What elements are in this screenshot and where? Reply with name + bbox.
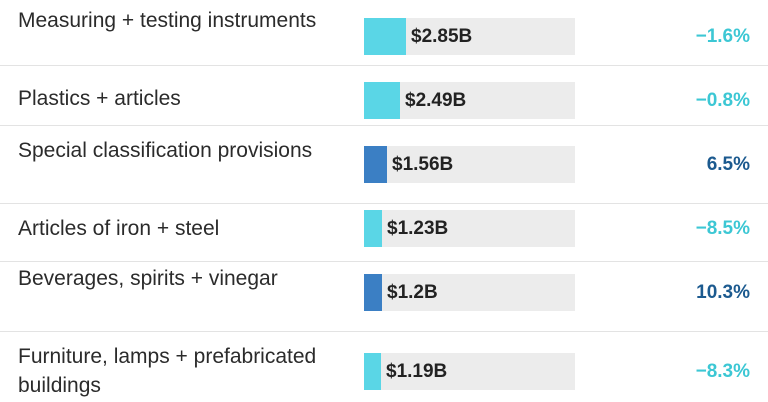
bar bbox=[364, 210, 382, 247]
bar-value-label: $1.2B bbox=[387, 274, 438, 311]
bar-value-label: $1.19B bbox=[386, 353, 447, 390]
category-label: Plastics + articles bbox=[18, 84, 348, 113]
bar-track: $1.56B bbox=[364, 146, 575, 183]
table-row: Furniture, lamps + prefabricated buildin… bbox=[0, 332, 768, 402]
change-percent: −8.5% bbox=[696, 214, 750, 243]
bar bbox=[364, 274, 382, 311]
category-label: Articles of iron + steel bbox=[18, 214, 348, 243]
change-percent: −8.3% bbox=[696, 357, 750, 386]
change-percent: 10.3% bbox=[696, 278, 750, 307]
bar bbox=[364, 18, 406, 55]
change-percent: −0.8% bbox=[696, 86, 750, 115]
table-row: Plastics + articles $2.49B −0.8% bbox=[0, 66, 768, 126]
change-percent: −1.6% bbox=[696, 22, 750, 51]
table-row: Measuring + testing instruments $2.85B −1.… bbox=[0, 0, 768, 66]
change-percent: 6.5% bbox=[707, 150, 750, 179]
bar-track: $2.49B bbox=[364, 82, 575, 119]
bar-track: $1.19B bbox=[364, 353, 575, 390]
bar bbox=[364, 146, 387, 183]
bar-track: $1.23B bbox=[364, 210, 575, 247]
category-label: Beverages, spirits + vinegar bbox=[18, 264, 348, 293]
table-row: Beverages, spirits + vinegar $1.2B 10.3% bbox=[0, 262, 768, 332]
bar-value-label: $2.49B bbox=[405, 82, 466, 119]
bar-value-label: $1.23B bbox=[387, 210, 448, 247]
bar bbox=[364, 82, 400, 119]
table-row: Special classification provisions $1.56B 6… bbox=[0, 126, 768, 204]
table-row: Articles of iron + steel $1.23B −8.5% bbox=[0, 204, 768, 262]
category-label: Furniture, lamps + prefabricated buildin… bbox=[18, 342, 348, 400]
bar-track: $1.2B bbox=[364, 274, 575, 311]
bar-value-label: $2.85B bbox=[411, 18, 472, 55]
bar-track: $2.85B bbox=[364, 18, 575, 55]
bar bbox=[364, 353, 381, 390]
category-label: Measuring + testing instruments bbox=[18, 6, 348, 35]
category-label: Special classification provisions bbox=[18, 136, 348, 165]
bar-value-label: $1.56B bbox=[392, 146, 453, 183]
